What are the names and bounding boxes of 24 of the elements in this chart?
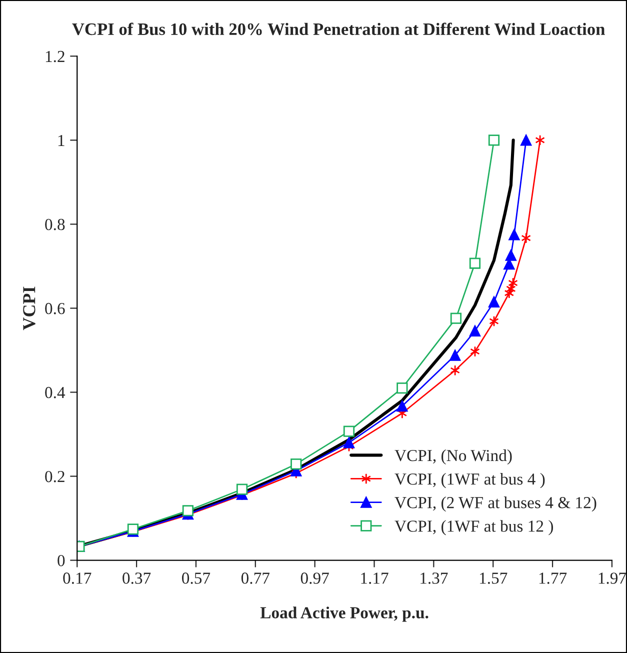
x-tick-label: 1.17: [361, 572, 388, 584]
x-tick-label: 0.57: [182, 572, 210, 584]
x-tick-label: 0.17: [63, 572, 92, 584]
x-tick-label: 1.77: [539, 572, 567, 584]
y-tick-label: 1.2: [46, 50, 64, 62]
x-tick-label: 0.97: [300, 572, 329, 584]
x-tick-label: 0.37: [122, 572, 151, 584]
y-tick-label: 1: [58, 134, 64, 146]
x-axis-title: Load Active Power, p.u.: [260, 606, 428, 622]
x-tick-label: 1.97: [598, 572, 626, 584]
y-tick-label: 0.4: [45, 386, 66, 398]
y-tick-label: 0: [58, 554, 65, 566]
legend-label: VCPI, (1WF at bus 4 ): [394, 472, 545, 488]
x-tick-label: 1.57: [480, 572, 508, 584]
y-tick-label: 0.6: [45, 302, 65, 314]
legend-label: VCPI, (2 WF at buses 4 & 12): [394, 496, 596, 512]
y-tick-label: 0.2: [45, 470, 64, 482]
x-tick-label: 1.37: [420, 572, 448, 584]
y-tick-label: 0.8: [45, 218, 65, 230]
chart-title: VCPI of Bus 10 with 20% Wind Penetration at Different Wind Loaction: [72, 22, 605, 36]
y-axis-title: VCPI: [23, 286, 36, 330]
x-tick-label: 0.77: [241, 572, 270, 584]
legend-label: VCPI, (No Wind): [394, 449, 512, 465]
legend-label: VCPI, (1WF at bus 12 ): [394, 520, 553, 536]
